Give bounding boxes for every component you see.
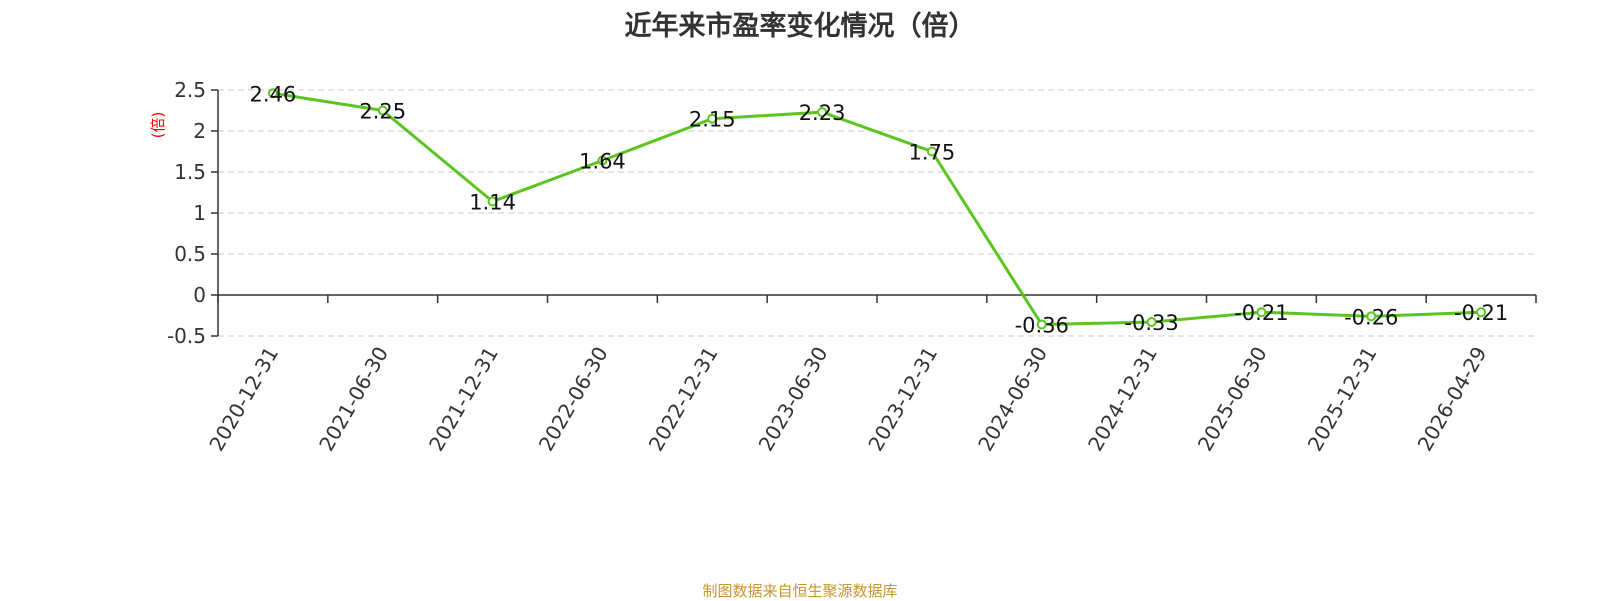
y-axis-unit-label: (倍) xyxy=(149,112,167,139)
data-label: 1.14 xyxy=(469,191,516,215)
data-label: -0.21 xyxy=(1234,301,1288,325)
series-line-layer xyxy=(272,91,1482,327)
series-line xyxy=(272,91,1482,327)
x-tick-label: 2023-06-30 xyxy=(754,343,833,456)
data-label: -0.21 xyxy=(1454,301,1508,325)
x-tick-label: 2024-12-31 xyxy=(1083,343,1162,456)
data-label: 1.75 xyxy=(909,141,956,165)
x-tick-label: 2021-06-30 xyxy=(314,343,393,456)
data-label: 2.46 xyxy=(250,82,297,106)
x-tick-label: 2023-12-31 xyxy=(863,343,942,456)
data-point xyxy=(817,107,828,118)
data-points xyxy=(267,88,1487,330)
y-tick-label: 2 xyxy=(193,119,206,143)
x-tick-label: 2025-06-30 xyxy=(1193,343,1272,456)
x-tick-label: 2022-12-31 xyxy=(644,343,723,456)
chart-title: 近年来市盈率变化情况（倍） xyxy=(624,11,976,42)
x-tick-label: 2024-06-30 xyxy=(973,343,1052,456)
data-label: -0.26 xyxy=(1344,305,1398,329)
x-tick-label: 2022-06-30 xyxy=(534,343,613,456)
data-point xyxy=(1256,307,1267,318)
x-tick-label: 2025-12-31 xyxy=(1303,343,1382,456)
axes: -0.5 0 0.5 1 1.5 2 2.5 2020-12-31 2021-06-30 2021… xyxy=(167,78,1537,456)
y-tick-label: 2.5 xyxy=(174,78,206,102)
x-tick-label: 2021-12-31 xyxy=(424,343,503,456)
data-label: 2.23 xyxy=(799,101,846,125)
x-tick-label: 2026-04-29 xyxy=(1413,343,1492,456)
data-point xyxy=(1476,307,1487,318)
y-tick-label: 1.5 xyxy=(174,160,206,184)
data-point xyxy=(377,105,388,116)
data-label: 1.64 xyxy=(579,150,626,174)
data-point xyxy=(1146,317,1157,328)
data-labels: 2.46 2.25 1.14 1.64 2.15 2.23 1.75 -0.36 -0.33 -0… xyxy=(250,82,1509,337)
data-source-footer: 制图数据来自恒生聚源数据库 xyxy=(702,582,898,600)
y-tick-label: 1 xyxy=(193,201,206,225)
y-tick-label: 0 xyxy=(193,283,206,307)
data-point xyxy=(707,113,718,124)
y-tick-label: 0.5 xyxy=(174,242,206,266)
y-tick-label: -0.5 xyxy=(167,324,206,348)
data-point xyxy=(1036,319,1047,330)
data-label: -0.36 xyxy=(1015,314,1069,338)
data-point xyxy=(267,88,278,99)
data-label: -0.33 xyxy=(1124,311,1178,335)
data-label: 2.25 xyxy=(359,100,406,124)
data-point xyxy=(487,196,498,207)
data-label: 2.15 xyxy=(689,108,736,132)
x-tick-label: 2020-12-31 xyxy=(204,343,283,456)
data-point xyxy=(1366,311,1377,322)
data-point xyxy=(597,155,608,166)
line-chart: -0.5 0 0.5 1 1.5 2 2.5 2020-12-31 2021-06-30 2021… xyxy=(149,78,1537,456)
data-point xyxy=(926,146,937,157)
